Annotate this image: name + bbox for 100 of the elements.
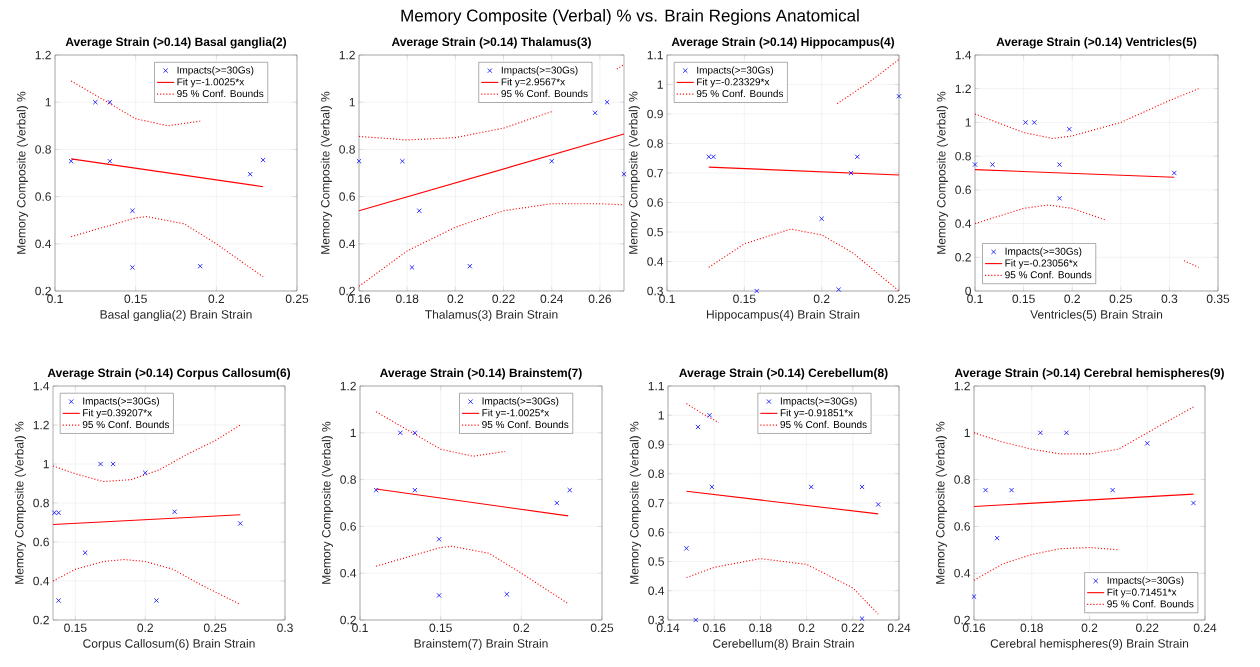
y-tick-label: 0.9 xyxy=(648,440,664,449)
point xyxy=(416,208,422,214)
x-tick-label: 0.1 xyxy=(967,294,983,304)
point xyxy=(710,154,716,160)
chart-title: Average Strain (>0.14) Corpus Callosum(6) xyxy=(47,368,291,380)
x-tick-label: 0.15 xyxy=(733,294,756,304)
point xyxy=(373,487,379,493)
y-tick-label: 0.2 xyxy=(33,615,49,625)
x-axis-title: Corpus Callosum(6) Brain Strain xyxy=(83,638,255,651)
y-tick-label: 0.6 xyxy=(340,522,356,531)
y-tick-label: 0.6 xyxy=(339,192,355,201)
point xyxy=(172,509,178,515)
y-tick-label: 0.4 xyxy=(648,586,665,595)
x-tick-label: 0.2 xyxy=(447,294,464,304)
point xyxy=(356,158,362,164)
point xyxy=(896,93,902,99)
y-tick-label: 0.3 xyxy=(648,615,664,625)
y-tick-label: 0.4 xyxy=(955,219,972,228)
y-tick-label: 0.6 xyxy=(955,185,971,195)
point xyxy=(467,263,473,269)
line-series xyxy=(685,558,879,615)
x-tick-label: 0.16 xyxy=(962,623,986,633)
y-axis-title: Memory Composite (Verbal) % xyxy=(628,91,640,254)
point xyxy=(567,487,573,493)
y-tick-label: 0 xyxy=(965,286,972,296)
y-axis-title: Memory Composite (Verbal) % xyxy=(16,91,28,254)
point xyxy=(1031,119,1037,125)
chart-title: Average Strain (>0.14) Basal ganglia(2) xyxy=(65,37,287,49)
x-tick-label: 0.25 xyxy=(285,294,309,304)
legend-label: Impacts(>=30Gs) xyxy=(177,66,254,76)
point xyxy=(683,545,690,551)
point xyxy=(706,154,712,160)
x-tick-label: 0.2 xyxy=(137,623,153,633)
x-tick-label: 0.18 xyxy=(1020,623,1043,633)
y-tick-label: 0.2 xyxy=(35,286,51,296)
x-tick-label: 0.22 xyxy=(1136,623,1159,633)
point xyxy=(1110,487,1116,493)
y-tick-label: 1 xyxy=(45,98,51,107)
point xyxy=(412,430,418,436)
x-axis-title: Ventricles(5) Brain Strain xyxy=(1030,309,1163,322)
legend-label: 95 % Conf. Bounds xyxy=(82,420,170,429)
x-tick-label: 0.24 xyxy=(1193,623,1217,633)
x-tick-label: 0.2 xyxy=(813,294,830,304)
y-tick-label: 0.7 xyxy=(648,498,664,508)
point xyxy=(854,154,860,160)
x-tick-label: 0.16 xyxy=(347,294,371,304)
y-tick-label: 1 xyxy=(658,411,664,420)
point xyxy=(436,536,442,542)
point xyxy=(709,484,715,490)
point xyxy=(1144,440,1150,446)
legend-label: Impacts(>=30Gs) xyxy=(1005,247,1082,257)
y-tick-label: 1.2 xyxy=(33,420,49,430)
legend-label: Impacts(>=30Gs) xyxy=(780,397,857,407)
y-tick-label: 0.6 xyxy=(33,537,49,547)
y-tick-label: 1 xyxy=(657,80,663,89)
x-tick-label: 0.25 xyxy=(590,623,614,633)
x-tick-label: 0.25 xyxy=(203,623,227,633)
point xyxy=(1066,126,1072,132)
point xyxy=(971,594,977,600)
legend-label: 95 % Conf. Bounds xyxy=(696,89,784,98)
y-axis-title: Memory Composite (Verbal) % xyxy=(321,421,333,584)
point xyxy=(82,550,88,556)
y-tick-label: 1.2 xyxy=(954,381,970,391)
y-tick-label: 0.3 xyxy=(647,286,663,296)
x-tick-label: 0.15 xyxy=(64,623,87,633)
y-tick-label: 0.8 xyxy=(33,498,49,508)
y-tick-label: 0.2 xyxy=(954,615,970,625)
y-tick-label: 1.1 xyxy=(648,381,664,391)
x-tick-label: 0.14 xyxy=(656,623,680,633)
y-tick-label: 0.4 xyxy=(340,568,357,578)
y-tick-label: 1.2 xyxy=(339,50,355,60)
legend-label: Fit y=0.71451*x xyxy=(1107,588,1177,598)
point xyxy=(1023,119,1029,125)
y-tick-label: 0.8 xyxy=(648,469,664,478)
x-axis-title: Hippocampus(4) Brain Strain xyxy=(706,309,860,322)
point xyxy=(409,264,415,270)
y-tick-label: 0.8 xyxy=(35,145,51,154)
legend-label: Fit y=0.39207*x xyxy=(83,408,152,419)
point xyxy=(260,157,266,163)
chart-title: Average Strain (>0.14) Brainstem(7) xyxy=(379,368,582,380)
legend-label: Fit y=2.9567*x xyxy=(501,78,565,88)
x-tick-label: 0.22 xyxy=(841,623,864,633)
y-tick-label: 0.2 xyxy=(340,615,356,625)
point xyxy=(142,470,148,476)
point xyxy=(695,424,701,430)
point xyxy=(197,263,203,269)
x-tick-label: 0.1 xyxy=(47,294,63,304)
legend-label: 95 % Conf. Bounds xyxy=(1107,600,1194,608)
chart-title: Average Strain (>0.14) Hippocampus(4) xyxy=(671,37,895,49)
point xyxy=(754,288,760,294)
point xyxy=(621,171,627,177)
x-tick-label: 0.15 xyxy=(1012,294,1035,304)
y-tick-label: 0.8 xyxy=(647,139,663,148)
point xyxy=(237,520,243,526)
x-tick-label: 0.25 xyxy=(887,294,911,304)
point xyxy=(68,158,74,164)
x-axis-title: Thalamus(3) Brain Strain xyxy=(425,309,558,322)
legend-label: 95 % Conf. Bounds xyxy=(501,89,588,98)
point xyxy=(819,216,825,222)
point xyxy=(98,461,104,467)
